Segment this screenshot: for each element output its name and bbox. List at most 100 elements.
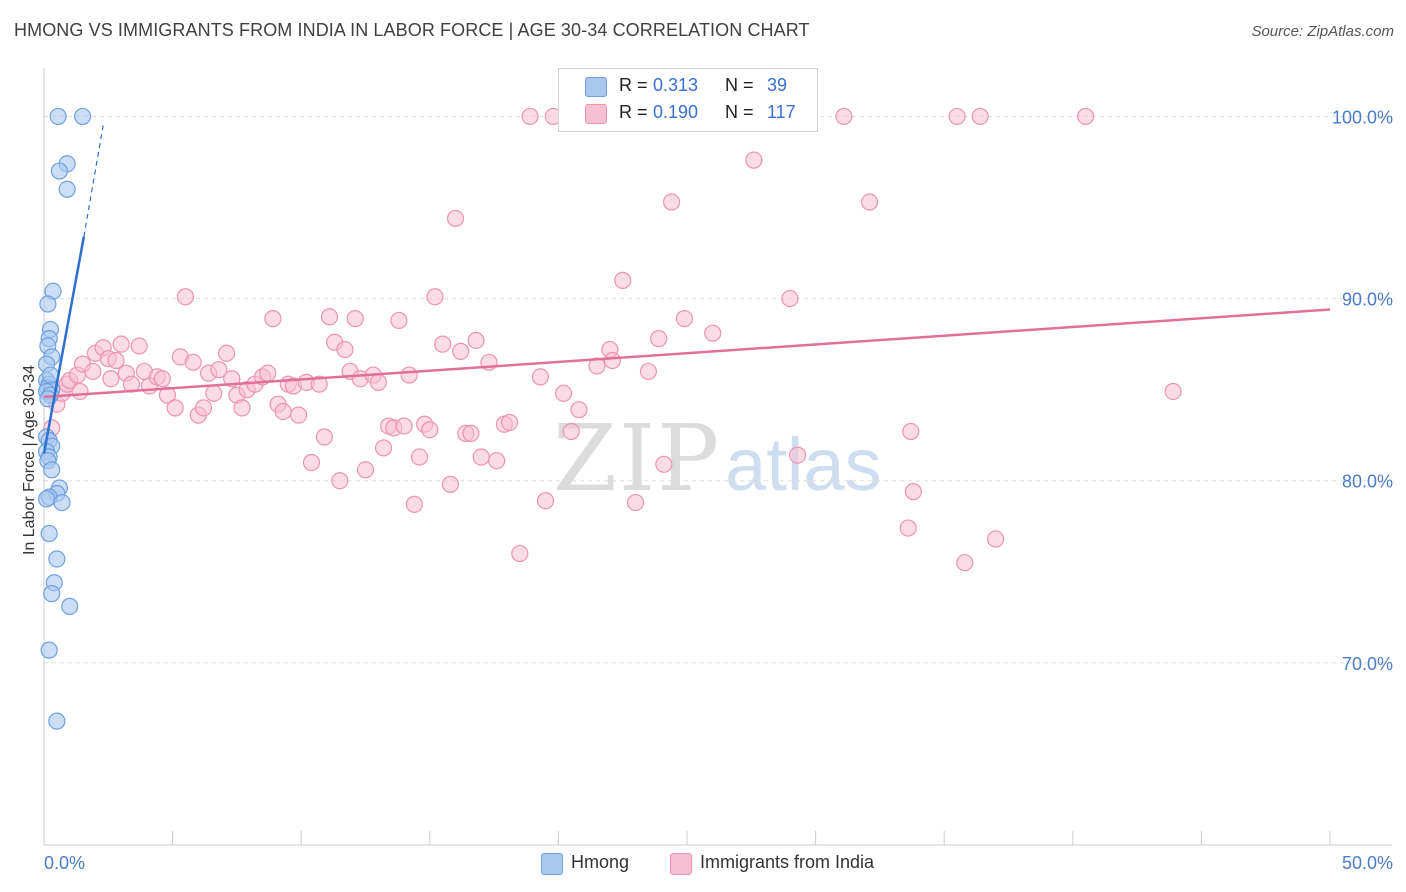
source-label: Source: ZipAtlas.com bbox=[1251, 23, 1394, 40]
legend-n-label: N = bbox=[725, 75, 754, 95]
legend-r-label: R = bbox=[619, 102, 648, 122]
data-point-india bbox=[218, 344, 236, 362]
data-point-india bbox=[107, 351, 125, 370]
y-tick-label: 90.0% bbox=[1342, 290, 1393, 310]
data-point-india bbox=[902, 422, 920, 441]
data-point-hmong bbox=[61, 597, 79, 615]
data-point-india bbox=[315, 428, 333, 446]
data-point-hmong bbox=[39, 390, 57, 408]
data-point-hmong bbox=[50, 162, 69, 180]
data-point-india bbox=[184, 353, 202, 371]
y-tick-label: 70.0% bbox=[1342, 654, 1393, 674]
data-point-india bbox=[904, 483, 922, 501]
y-tick-label: 80.0% bbox=[1342, 472, 1393, 492]
data-point-hmong bbox=[48, 712, 66, 730]
legend-swatch-hmong bbox=[541, 853, 563, 875]
data-point-india bbox=[788, 446, 807, 464]
legend-label-hmong: Hmong bbox=[571, 852, 630, 872]
data-point-hmong bbox=[48, 550, 66, 568]
data-point-india bbox=[956, 554, 974, 572]
data-point-hmong bbox=[53, 493, 71, 512]
data-point-hmong bbox=[41, 366, 60, 384]
data-point-india bbox=[356, 461, 375, 479]
data-point-india bbox=[521, 107, 539, 126]
data-point-india bbox=[302, 453, 321, 472]
data-point-india bbox=[410, 448, 429, 466]
data-point-india bbox=[405, 495, 423, 513]
data-point-india bbox=[274, 402, 292, 421]
data-point-india bbox=[290, 406, 308, 424]
x-tick-label: 0.0% bbox=[44, 853, 85, 873]
data-point-india bbox=[264, 310, 282, 328]
data-point-hmong bbox=[40, 641, 58, 659]
data-point-hmong bbox=[40, 524, 58, 543]
data-point-india bbox=[488, 452, 506, 470]
data-point-hmong bbox=[37, 490, 56, 508]
trendline-hmong bbox=[42, 236, 86, 454]
data-point-india bbox=[130, 337, 148, 355]
legend-swatch-india bbox=[585, 104, 607, 124]
data-point-hmong bbox=[58, 180, 76, 198]
data-point-india bbox=[861, 193, 879, 211]
data-point-india bbox=[626, 493, 645, 512]
legend-r-value: 0.190 bbox=[653, 102, 699, 122]
data-point-india bbox=[374, 439, 393, 457]
series-legend: Hmong Immigrants from India bbox=[0, 852, 1406, 878]
data-point-india bbox=[554, 384, 573, 402]
data-point-hmong bbox=[39, 295, 57, 313]
stats-legend: R = 0.313 N = 39 R = 0.190 N = 117 bbox=[558, 68, 818, 132]
data-point-india bbox=[650, 330, 668, 348]
data-point-india bbox=[153, 370, 171, 388]
data-point-india bbox=[259, 364, 277, 382]
data-point-india bbox=[987, 530, 1005, 548]
data-point-india bbox=[588, 357, 606, 375]
legend-label-india: Immigrants from India bbox=[700, 852, 875, 872]
data-point-india bbox=[369, 373, 387, 391]
data-point-india bbox=[84, 362, 102, 381]
data-point-india bbox=[176, 288, 195, 306]
data-point-hmong bbox=[49, 107, 67, 126]
data-point-india bbox=[194, 399, 213, 417]
data-point-india bbox=[675, 310, 694, 328]
data-point-india bbox=[71, 382, 89, 401]
data-point-india bbox=[570, 401, 588, 419]
data-point-india bbox=[603, 351, 622, 370]
data-point-india bbox=[331, 472, 349, 490]
data-point-india bbox=[390, 311, 408, 330]
data-point-india bbox=[614, 271, 632, 289]
data-point-india bbox=[205, 384, 223, 402]
data-point-india bbox=[500, 413, 519, 432]
data-point-india bbox=[781, 289, 799, 308]
data-point-india bbox=[704, 324, 722, 342]
data-point-india bbox=[400, 366, 418, 384]
data-point-india bbox=[102, 370, 120, 388]
data-point-india bbox=[835, 107, 853, 126]
data-point-india bbox=[452, 342, 470, 360]
data-point-india bbox=[112, 335, 130, 353]
legend-n-value: 39 bbox=[767, 75, 788, 95]
watermark-atlas: atlas bbox=[725, 423, 882, 506]
data-point-india bbox=[1164, 382, 1182, 401]
x-tick-label: 50.0% bbox=[1342, 853, 1393, 873]
data-point-india bbox=[655, 455, 673, 473]
data-point-india bbox=[1077, 107, 1095, 126]
legend-n-value: 117 bbox=[767, 102, 796, 122]
data-point-hmong bbox=[73, 107, 92, 126]
data-point-india bbox=[536, 492, 555, 510]
trendline-hmong-extension bbox=[83, 125, 104, 237]
data-point-india bbox=[426, 288, 444, 306]
data-point-india bbox=[434, 335, 452, 353]
legend-swatch-india bbox=[670, 853, 692, 875]
data-point-india bbox=[166, 399, 184, 417]
data-point-india bbox=[310, 375, 328, 393]
chart-title: HMONG VS IMMIGRANTS FROM INDIA IN LABOR … bbox=[14, 20, 810, 40]
data-point-india bbox=[639, 362, 658, 381]
data-point-india bbox=[472, 448, 490, 466]
data-point-hmong bbox=[43, 461, 61, 479]
data-point-india bbox=[467, 331, 485, 350]
legend-r-value: 0.313 bbox=[653, 75, 699, 95]
trendline-india bbox=[43, 308, 1331, 399]
data-point-india bbox=[531, 368, 549, 386]
data-point-india bbox=[158, 386, 177, 404]
